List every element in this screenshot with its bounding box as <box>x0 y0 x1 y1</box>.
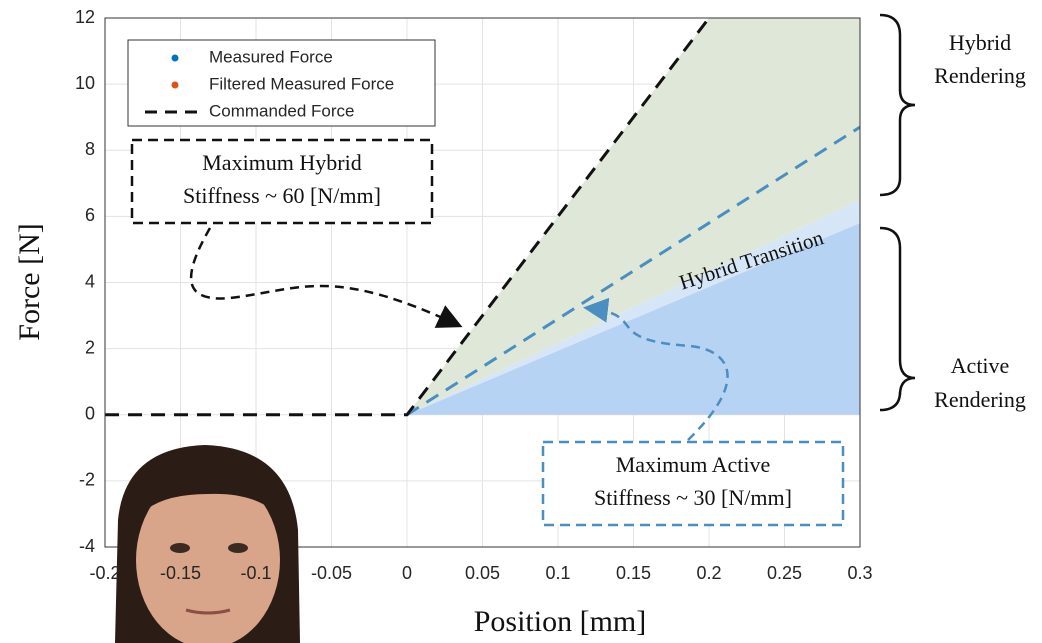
x-tick-label: 0.15 <box>616 563 651 583</box>
bracket-label: Rendering <box>934 63 1026 88</box>
y-tick-label: -4 <box>79 536 95 556</box>
annotation-text: Stiffness ~ 30 [N/mm] <box>594 485 792 510</box>
annotation-text: Maximum Active <box>616 452 771 477</box>
y-tick-label: -2 <box>79 470 95 490</box>
webcam-overlay <box>115 445 300 643</box>
y-tick-label: 10 <box>75 73 95 93</box>
x-tick-label: -0.2 <box>89 563 120 583</box>
y-tick-label: 2 <box>85 337 95 357</box>
y-axis-label: Force [N] <box>13 223 46 340</box>
bracket-label: Hybrid <box>949 30 1011 55</box>
legend-swatch <box>172 55 179 62</box>
y-tick-label: 0 <box>85 404 95 424</box>
x-tick-label: -0.05 <box>311 563 352 583</box>
x-axis-label: Position [mm] <box>474 605 647 638</box>
legend-swatch <box>172 82 179 89</box>
bracket <box>880 15 915 195</box>
x-tick-label: 0.25 <box>767 563 802 583</box>
y-tick-label: 4 <box>85 271 95 291</box>
x-tick-label: 0 <box>402 563 412 583</box>
annotation-text: Maximum Hybrid <box>202 150 362 175</box>
x-tick-label: -0.15 <box>160 563 201 583</box>
legend: Measured Force Filtered Measured Force Com… <box>128 40 435 126</box>
legend-label: Commanded Force <box>209 101 355 120</box>
x-tick-label: 0.1 <box>545 563 570 583</box>
x-tick-label: -0.1 <box>240 563 271 583</box>
bracket-label: Rendering <box>934 387 1026 412</box>
y-tick-label: 6 <box>85 205 95 225</box>
x-tick-label: 0.2 <box>696 563 721 583</box>
chart: Maximum Hybrid Stiffness ~ 60 [N/mm] Max… <box>0 0 1042 643</box>
annotation-text: Stiffness ~ 60 [N/mm] <box>183 183 381 208</box>
bracket-label: Active <box>951 353 1010 378</box>
y-tick-label: 12 <box>75 7 95 27</box>
legend-label: Measured Force <box>209 47 333 66</box>
x-tick-label: 0.05 <box>465 563 500 583</box>
y-tick-label: 8 <box>85 139 95 159</box>
x-tick-label: 0.3 <box>847 563 872 583</box>
bracket <box>880 228 915 410</box>
legend-label: Filtered Measured Force <box>209 74 394 93</box>
